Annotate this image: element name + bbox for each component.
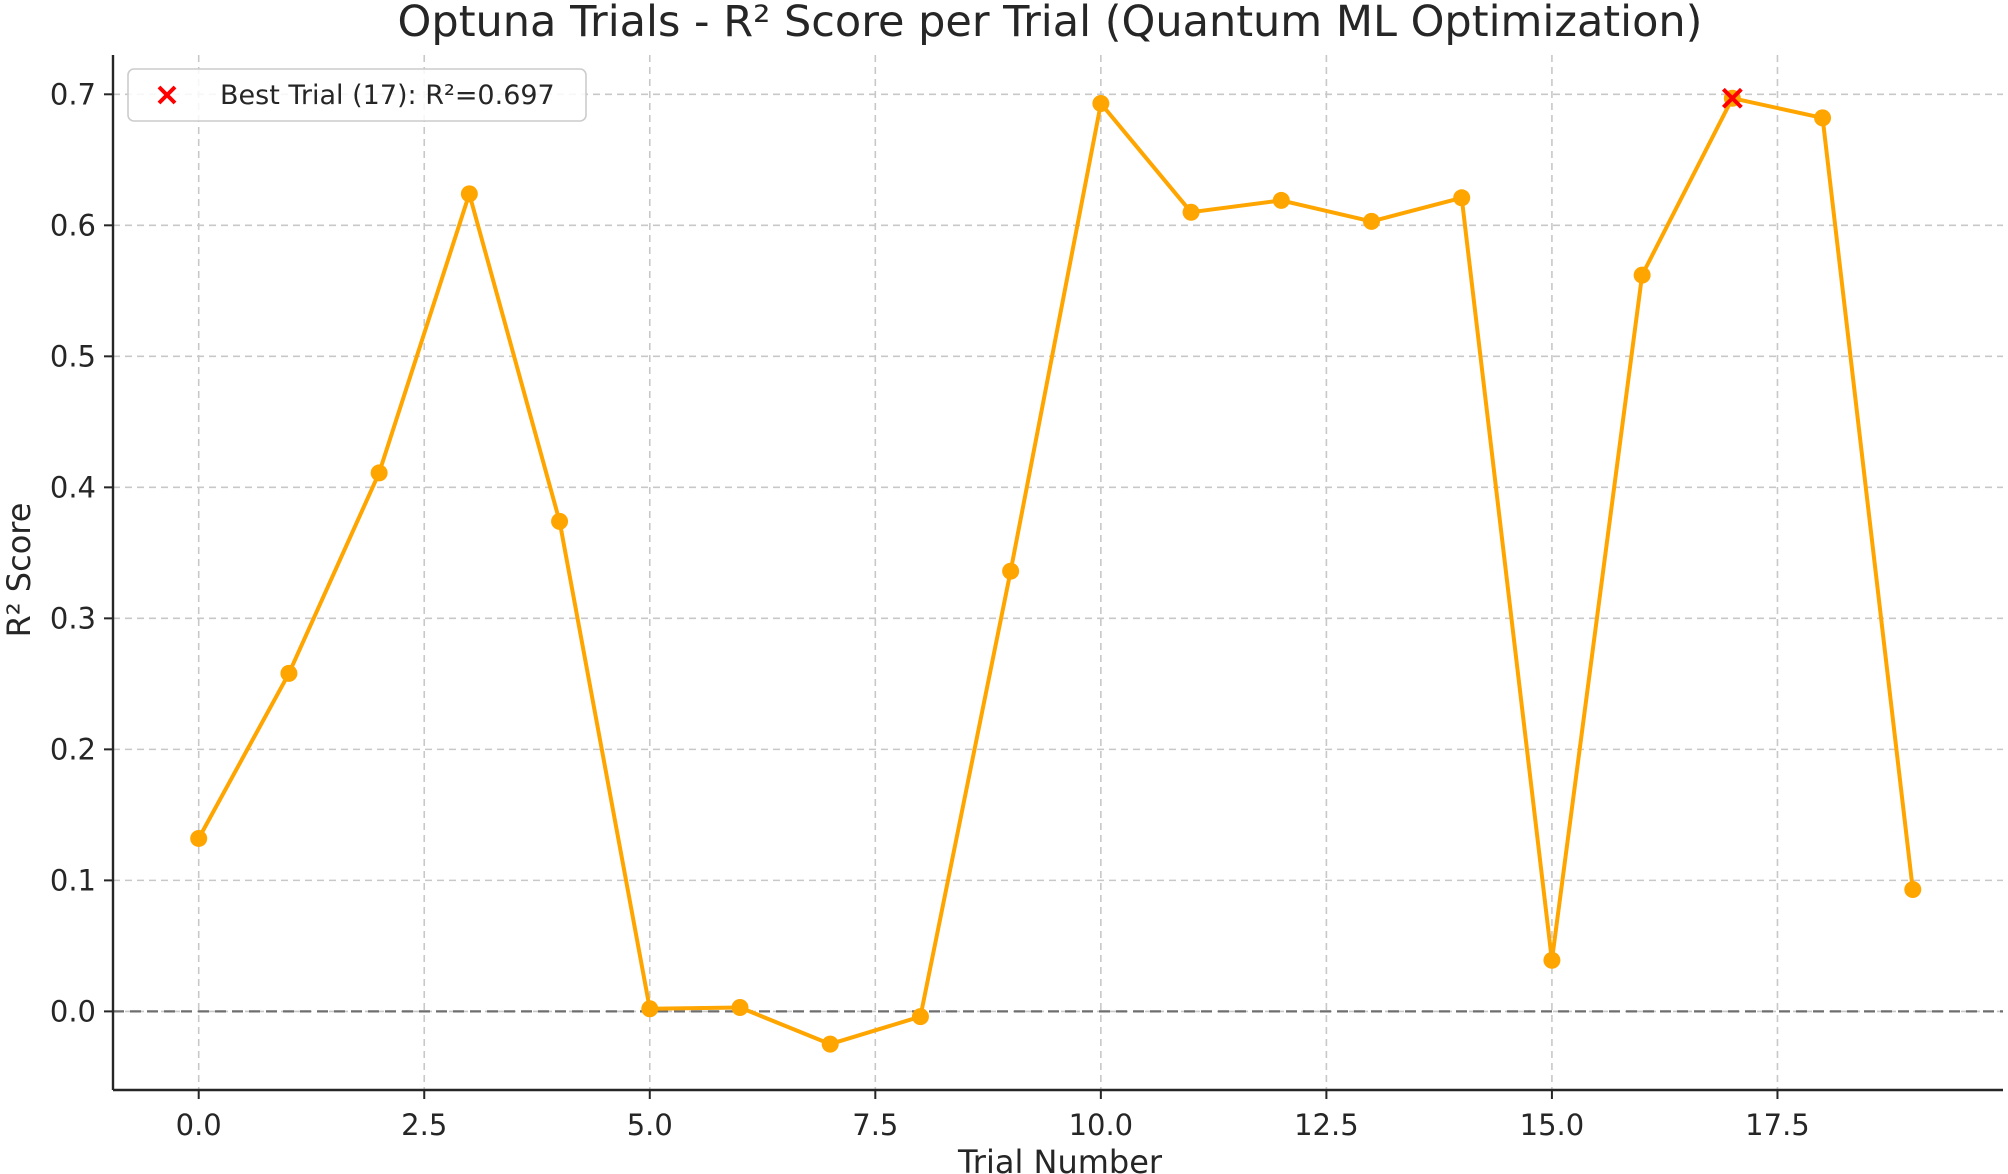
series-line (196, 96, 1915, 1047)
data-point (911, 1008, 929, 1026)
series-r2-score (190, 89, 1922, 1053)
y-tick-label: 0.7 (50, 77, 96, 111)
x-tick-label: 0.0 (176, 1108, 222, 1142)
data-point (1814, 109, 1832, 127)
legend-entry-label: Best Trial (17): R²=0.697 (220, 80, 555, 111)
data-point (1182, 203, 1200, 221)
y-tick-label: 0.1 (50, 863, 96, 897)
data-point (1904, 881, 1922, 899)
data-point (731, 998, 749, 1016)
x-tick-label: 5.0 (627, 1108, 673, 1142)
x-tick-label: 15.0 (1520, 1108, 1585, 1142)
y-tick-label: 0.3 (50, 601, 96, 635)
legend-x-icon (157, 85, 177, 105)
data-point (551, 512, 569, 530)
data-point (821, 1035, 839, 1053)
grid (113, 55, 2003, 1090)
data-point (280, 664, 298, 682)
legend: Best Trial (17): R²=0.697 (127, 68, 587, 122)
data-point (460, 185, 478, 203)
y-tick-label: 0.2 (50, 732, 96, 766)
data-point (641, 1000, 659, 1018)
best-trial-x-marker (1721, 87, 1743, 109)
data-point (370, 464, 388, 482)
x-tick-label: 17.5 (1745, 1108, 1810, 1142)
legend-box (127, 68, 587, 122)
x-axis-label: Trial Number (957, 1143, 1163, 1174)
x-stroke (1721, 87, 1743, 109)
data-point (1092, 94, 1110, 112)
x-stroke (157, 85, 177, 105)
y-axis-ticks: 0.0 0.1 0.2 0.3 0.4 0.5 0.6 0.7 (50, 77, 113, 1028)
x-tick-label: 10.0 (1069, 1108, 1134, 1142)
x-tick-label: 12.5 (1294, 1108, 1359, 1142)
data-point (1362, 212, 1380, 230)
y-tick-label: 0.4 (50, 470, 96, 504)
x-tick-label: 7.5 (852, 1108, 898, 1142)
data-point (1002, 562, 1020, 580)
best-trial-marker (1721, 87, 1743, 109)
data-point (190, 829, 208, 847)
data-point (1453, 189, 1471, 207)
data-point (1272, 191, 1290, 209)
legend-x-marker-icon (157, 85, 177, 105)
y-axis-label: R² Score (0, 503, 38, 638)
data-point (1633, 266, 1651, 284)
data-point (1543, 951, 1561, 969)
x-axis-ticks: 0.0 2.5 5.0 7.5 10.0 12.5 15.0 17.5 (176, 1090, 1810, 1142)
y-tick-label: 0.0 (50, 994, 96, 1028)
y-tick-label: 0.6 (50, 208, 96, 242)
y-tick-label: 0.5 (50, 339, 96, 373)
axes-spines (111, 55, 2003, 1092)
chart-title: Optuna Trials - R² Score per Trial (Quan… (398, 0, 1703, 47)
x-tick-label: 2.5 (401, 1108, 447, 1142)
